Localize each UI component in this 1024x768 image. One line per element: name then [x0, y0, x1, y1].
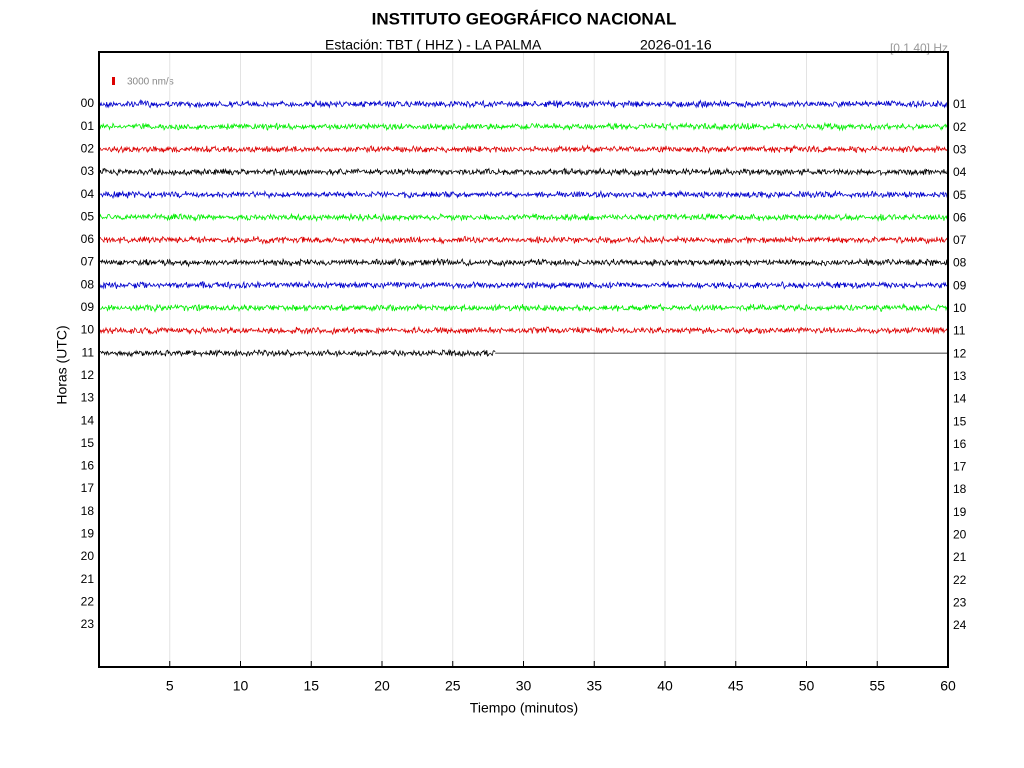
plot-frame — [98, 51, 949, 668]
seismic-trace — [98, 121, 948, 132]
x-tick-label: 40 — [657, 678, 673, 694]
seismic-trace — [98, 166, 948, 177]
seismic-trace — [98, 302, 948, 313]
seismic-trace — [98, 99, 948, 109]
y-axis-label: Horas (UTC) — [54, 325, 70, 404]
y-tick-label: 15 — [81, 436, 95, 450]
x-tick-label: 50 — [799, 678, 815, 694]
scale-label: 3000 nm/s — [127, 77, 174, 88]
seismic-trace — [98, 325, 948, 336]
y2-tick-label: 13 — [953, 369, 967, 383]
seismic-trace — [98, 144, 948, 155]
y2-tick-label: 19 — [953, 505, 967, 519]
x-tick-label: 25 — [445, 678, 461, 694]
seismic-trace — [98, 235, 948, 245]
x-tick-label: 15 — [303, 678, 319, 694]
y-tick-label: 09 — [81, 300, 95, 314]
y-tick-label: 13 — [81, 391, 95, 405]
y-tick-label: 22 — [81, 594, 95, 608]
chart-title: INSTITUTO GEOGRÁFICO NACIONAL — [372, 9, 677, 28]
x-tick-label: 45 — [728, 678, 744, 694]
y2-tick-label: 04 — [953, 165, 967, 179]
y2-tick-label: 08 — [953, 256, 967, 270]
y2-tick-label: 11 — [953, 324, 966, 338]
y2-tick-label: 09 — [953, 278, 967, 292]
y2-tick-label: 10 — [953, 301, 967, 315]
y2-tick-label: 03 — [953, 142, 967, 156]
y-tick-label: 06 — [81, 232, 95, 246]
y2-tick-label: 16 — [953, 437, 967, 451]
y2-tick-label: 22 — [953, 573, 967, 587]
y-tick-label: 18 — [81, 504, 95, 518]
y-tick-label: 19 — [81, 527, 95, 541]
y-tick-label: 03 — [81, 164, 95, 178]
y-tick-label: 21 — [81, 572, 95, 586]
y-tick-label: 16 — [81, 459, 95, 473]
y2-tick-label: 18 — [953, 482, 967, 496]
x-tick-label: 55 — [869, 678, 885, 694]
y2-tick-label: 21 — [953, 550, 967, 564]
y2-tick-label: 15 — [953, 414, 967, 428]
y-tick-label: 02 — [81, 141, 95, 155]
y2-tick-label: 14 — [953, 392, 967, 406]
x-tick-label: 5 — [166, 678, 174, 694]
x-tick-label: 35 — [586, 678, 602, 694]
x-axis-label: Tiempo (minutos) — [470, 700, 578, 716]
y2-tick-label: 23 — [953, 595, 967, 609]
y2-tick-label: 02 — [953, 120, 967, 134]
y2-tick-label: 24 — [953, 618, 967, 632]
y-tick-label: 12 — [81, 368, 95, 382]
x-tick-label: 10 — [233, 678, 249, 694]
y2-tick-label: 20 — [953, 528, 967, 542]
y-tick-label: 05 — [81, 209, 95, 223]
chart-date: 2026-01-16 — [640, 37, 712, 53]
x-tick-label: 30 — [516, 678, 532, 694]
filter-label: [0.1 40] Hz — [890, 41, 948, 55]
y2-tick-label: 17 — [953, 460, 967, 474]
y2-tick-label: 12 — [953, 346, 967, 360]
y-tick-label: 20 — [81, 549, 95, 563]
seismic-trace — [98, 189, 948, 200]
y-tick-label: 17 — [81, 481, 95, 495]
y-tick-label: 14 — [81, 413, 95, 427]
y2-tick-label: 05 — [953, 188, 967, 202]
y2-tick-label: 07 — [953, 233, 967, 247]
y-tick-label: 23 — [81, 617, 95, 631]
y-tick-label: 10 — [81, 323, 95, 337]
x-tick-label: 20 — [374, 678, 390, 694]
y-tick-label: 01 — [81, 119, 95, 133]
seismic-trace — [98, 212, 948, 223]
chart-subtitle: Estación: TBT ( HHZ ) - LA PALMA — [325, 37, 542, 53]
y-tick-label: 00 — [81, 96, 95, 110]
x-tick-label: 60 — [940, 678, 956, 694]
y-tick-label: 07 — [81, 255, 95, 269]
y-tick-label: 08 — [81, 277, 95, 291]
seismic-trace — [98, 257, 948, 268]
scale-bar — [112, 77, 115, 85]
seismic-trace — [98, 280, 948, 290]
y2-tick-label: 06 — [953, 210, 967, 224]
y-tick-label: 11 — [82, 345, 95, 359]
y-tick-label: 04 — [81, 187, 95, 201]
y2-tick-label: 01 — [953, 97, 967, 111]
seismic-trace — [98, 348, 496, 358]
